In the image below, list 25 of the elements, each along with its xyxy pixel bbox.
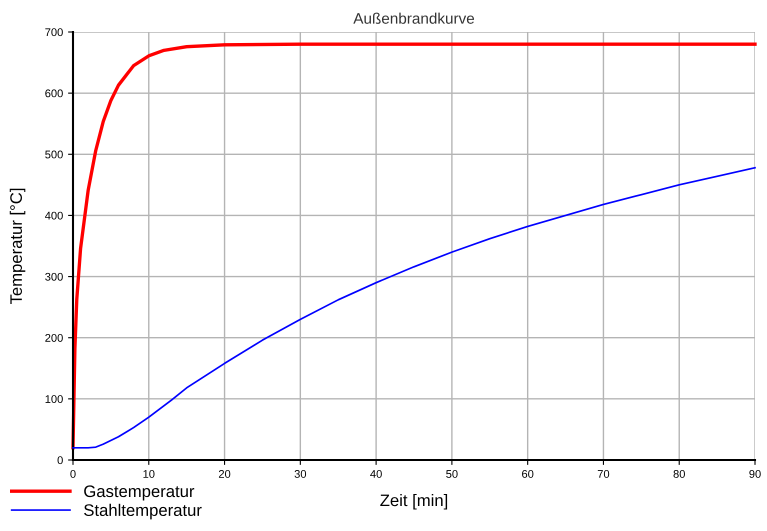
y-tick-label: 500 — [45, 150, 63, 158]
y-tick-label: 700 — [45, 28, 63, 36]
y-axis-title: Temperatur [°C] — [10, 188, 26, 304]
legend-label: Stahltemperatur — [84, 504, 202, 520]
chart-title: Außenbrandkurve — [353, 12, 474, 24]
x-tick-label: 20 — [218, 470, 230, 478]
x-tick-label: 0 — [70, 470, 76, 478]
x-tick-label: 70 — [598, 470, 610, 478]
y-tick-label: 100 — [46, 395, 63, 403]
x-axis-title: Zeit [min] — [380, 494, 448, 510]
x-tick-label: 50 — [446, 470, 458, 478]
x-tick-label: 60 — [522, 470, 534, 478]
x-tick-label: 30 — [294, 470, 306, 478]
y-tick-label: 200 — [45, 334, 63, 342]
legend-label: Gastemperatur — [84, 485, 194, 500]
line-series — [71, 42, 757, 450]
x-tick-label: 40 — [370, 470, 382, 478]
x-tick-label: 80 — [674, 470, 685, 478]
x-tick-label: 90 — [749, 470, 761, 478]
y-tick-label: 0 — [58, 456, 63, 464]
y-tick-label: 400 — [44, 212, 63, 220]
line-series — [72, 166, 756, 449]
y-tick-label: 600 — [45, 89, 63, 98]
x-tick-label: 10 — [143, 470, 155, 478]
y-tick-label: 300 — [45, 272, 63, 281]
